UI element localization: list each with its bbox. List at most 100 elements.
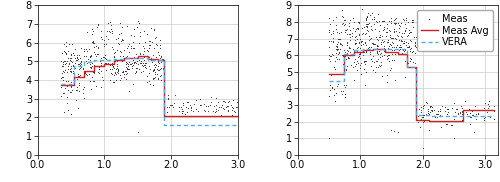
Point (350, 53, 358, 56)
Point (336, 51, 344, 54)
Point (339, 21, 347, 24)
Point (396, 47, 404, 50)
Point (348, 34, 356, 37)
Point (58, 72, 66, 75)
Point (100, 43, 108, 46)
Point (355, 54, 363, 57)
Point (387, 21, 395, 24)
Point (148, 59, 156, 62)
Point (374, 66, 382, 69)
Point (368, 54, 376, 57)
Point (114, 72, 122, 75)
Point (340, 15, 347, 18)
Point (403, 34, 411, 37)
Point (102, 43, 110, 46)
Point (480, 106, 488, 109)
Point (58, 52, 66, 54)
Point (73, 59, 81, 62)
Point (390, 46, 398, 49)
Point (142, 62, 150, 65)
Point (73, 88, 81, 91)
Point (424, 111, 432, 114)
Point (332, 27, 340, 30)
Point (113, 62, 121, 65)
Point (380, 40, 388, 43)
Point (383, 40, 391, 43)
Point (368, 69, 376, 72)
Point (326, 46, 334, 49)
Point (354, 27, 362, 30)
Point (370, 42, 378, 45)
Point (60, 110, 68, 113)
Point (350, 78, 358, 81)
Point (338, 89, 346, 92)
Point (152, 71, 160, 74)
Point (118, 69, 126, 72)
Point (77, 59, 85, 62)
Point (388, 40, 396, 43)
Point (426, 106, 434, 108)
Point (129, 64, 137, 66)
Point (344, 47, 352, 50)
Point (450, 102, 458, 104)
Point (346, 29, 354, 32)
Point (342, 28, 350, 31)
Point (355, 53, 363, 56)
Point (192, 98, 200, 101)
Point (367, 28, 375, 31)
Point (84, 58, 92, 60)
Point (362, 33, 370, 35)
Point (386, 53, 394, 56)
Point (364, 11, 372, 14)
Point (140, 55, 148, 58)
Point (89, 39, 97, 42)
Point (442, 108, 450, 111)
Point (155, 54, 163, 57)
Point (152, 42, 160, 45)
Point (328, 52, 336, 55)
Point (390, 49, 398, 52)
Point (362, 17, 370, 19)
Point (122, 77, 130, 80)
Point (411, 42, 419, 45)
Point (142, 67, 150, 70)
Point (332, 45, 340, 48)
Point (424, 109, 432, 112)
Point (66, 90, 74, 93)
Point (354, 62, 362, 65)
Point (119, 54, 127, 57)
Point (150, 64, 158, 67)
Point (140, 55, 148, 58)
Point (89, 29, 97, 32)
Point (118, 60, 126, 63)
Point (58, 95, 66, 98)
Point (76, 62, 84, 64)
Point (164, 106, 172, 109)
Point (234, 106, 241, 108)
Point (82, 54, 90, 57)
Point (94, 71, 102, 74)
Point (464, 108, 472, 110)
Point (120, 71, 128, 74)
Point (230, 110, 238, 113)
Point (354, 41, 362, 44)
Point (360, 60, 368, 63)
Point (132, 57, 140, 60)
Point (110, 74, 118, 77)
Point (101, 53, 109, 56)
Point (120, 58, 128, 61)
Point (140, 46, 147, 49)
Point (232, 114, 240, 117)
Point (116, 77, 124, 80)
Point (406, 49, 414, 52)
Point (356, 21, 364, 23)
Point (352, 38, 360, 41)
Point (333, 31, 341, 34)
Point (342, 69, 349, 72)
Point (89, 42, 97, 45)
Point (62, 61, 70, 64)
Point (388, 41, 396, 44)
Point (156, 73, 164, 76)
Point (132, 71, 140, 74)
Point (106, 21, 114, 23)
